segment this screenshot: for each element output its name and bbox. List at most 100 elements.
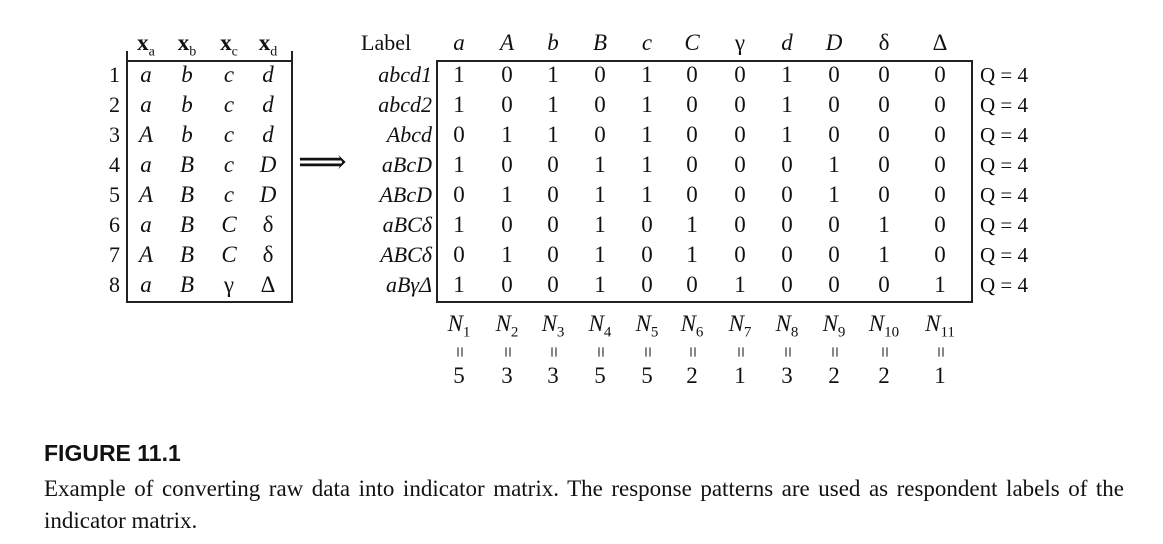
row-total: Q = 4	[980, 273, 1029, 297]
indicator-cell: 1	[934, 272, 946, 297]
indicator-cell: 0	[878, 182, 890, 207]
column-total-label: N10	[868, 311, 900, 341]
column-total-value: 3	[547, 363, 559, 388]
row-number: 2	[109, 92, 120, 117]
row-total: Q = 4	[980, 123, 1029, 147]
indicator-column-header: δ	[878, 30, 890, 55]
indicator-cell: 1	[641, 92, 653, 117]
column-total-label: N4	[588, 311, 612, 341]
raw-cell: a	[140, 272, 152, 297]
indicator-cell: 0	[934, 182, 946, 207]
column-total-label: N2	[495, 311, 519, 341]
column-total-value: 1	[934, 363, 946, 388]
figure-caption-title: FIGURE 11.1	[44, 440, 181, 466]
indicator-cell: 0	[828, 272, 840, 297]
raw-cell: a	[140, 62, 152, 87]
indicator-column-header: b	[547, 30, 559, 55]
indicator-cell: 1	[641, 62, 653, 87]
column-total-value: 2	[686, 363, 698, 388]
indicator-cell: 1	[828, 152, 840, 177]
indicator-cell: 0	[501, 212, 513, 237]
indicator-column-header: γ	[734, 30, 746, 55]
raw-cell: c	[223, 122, 235, 147]
raw-cell: d	[262, 122, 274, 147]
raw-cell: b	[181, 62, 193, 87]
column-total-value: 5	[641, 363, 653, 388]
raw-header-d: xd	[258, 30, 278, 60]
indicator-cell: 0	[641, 212, 653, 237]
indicator-cell: 0	[686, 92, 698, 117]
raw-cell: δ	[262, 212, 274, 237]
indicator-cell: 0	[734, 62, 746, 87]
column-total-label: N7	[728, 311, 752, 341]
raw-cell: δ	[262, 242, 274, 267]
indicator-cell: 0	[734, 182, 746, 207]
indicator-column-header: A	[499, 30, 515, 55]
column-total-label: N8	[775, 311, 799, 341]
raw-table-frame	[126, 60, 293, 303]
indicator-cell: 1	[828, 182, 840, 207]
indicator-cell: 1	[734, 272, 746, 297]
indicator-cell: 0	[501, 62, 513, 87]
indicator-cell: 1	[594, 152, 606, 177]
column-total-value: 2	[878, 363, 890, 388]
indicator-cell: 0	[734, 122, 746, 147]
indicator-cell: 0	[686, 152, 698, 177]
indicator-cell: 1	[641, 182, 653, 207]
indicator-cell: 0	[547, 152, 559, 177]
row-number: 4	[109, 152, 120, 177]
indicator-cell: 0	[934, 122, 946, 147]
raw-cell: Δ	[260, 272, 276, 297]
column-total-label: N1	[447, 311, 471, 341]
indicator-cell: 0	[453, 122, 465, 147]
column-total-value: 5	[594, 363, 606, 388]
raw-cell: D	[259, 182, 277, 207]
raw-cell: B	[179, 152, 195, 177]
column-total-value: 2	[828, 363, 840, 388]
raw-header-b: xb	[177, 30, 197, 60]
indicator-cell: 0	[878, 122, 890, 147]
indicator-column-header: c	[641, 30, 653, 55]
row-number: 5	[109, 182, 120, 207]
indicator-column-header: B	[592, 30, 608, 55]
raw-cell: d	[262, 62, 274, 87]
indicator-cell: 1	[453, 92, 465, 117]
column-total-value: 3	[501, 363, 513, 388]
indicator-cell: 0	[547, 182, 559, 207]
row-number: 7	[109, 242, 120, 267]
raw-cell: b	[181, 122, 193, 147]
indicator-column-header: a	[453, 30, 465, 55]
row-number: 6	[109, 212, 120, 237]
indicator-cell: 0	[734, 152, 746, 177]
raw-cell: A	[138, 122, 154, 147]
indicator-cell: 0	[453, 242, 465, 267]
row-number: 8	[109, 272, 120, 297]
column-total-value: 5	[453, 363, 465, 388]
respondent-label: aBcD	[381, 152, 432, 177]
raw-cell: B	[179, 212, 195, 237]
respondent-label: aBCδ	[382, 212, 432, 237]
raw-cell: a	[140, 92, 152, 117]
indicator-column-header: D	[825, 30, 843, 55]
raw-cell: D	[259, 152, 277, 177]
indicator-cell: 1	[781, 62, 793, 87]
raw-cell: a	[140, 212, 152, 237]
raw-header-a: xa	[137, 30, 155, 60]
indicator-cell: 1	[453, 62, 465, 87]
row-total: Q = 4	[980, 153, 1029, 177]
indicator-matrix-frame	[436, 60, 973, 303]
indicator-cell: 0	[781, 152, 793, 177]
indicator-cell: 1	[781, 122, 793, 147]
raw-cell: B	[179, 242, 195, 267]
indicator-cell: 0	[547, 212, 559, 237]
raw-cell: a	[140, 152, 152, 177]
indicator-cell: 0	[547, 242, 559, 267]
row-number: 3	[109, 122, 120, 147]
indicator-cell: 0	[594, 92, 606, 117]
indicator-cell: 0	[641, 242, 653, 267]
column-total-value: 1	[734, 363, 746, 388]
raw-frame-tick-left	[126, 51, 128, 61]
figure-caption-text: Example of converting raw data into indi…	[44, 476, 1124, 533]
indicator-cell: 0	[686, 62, 698, 87]
column-total-label: N6	[680, 311, 704, 341]
